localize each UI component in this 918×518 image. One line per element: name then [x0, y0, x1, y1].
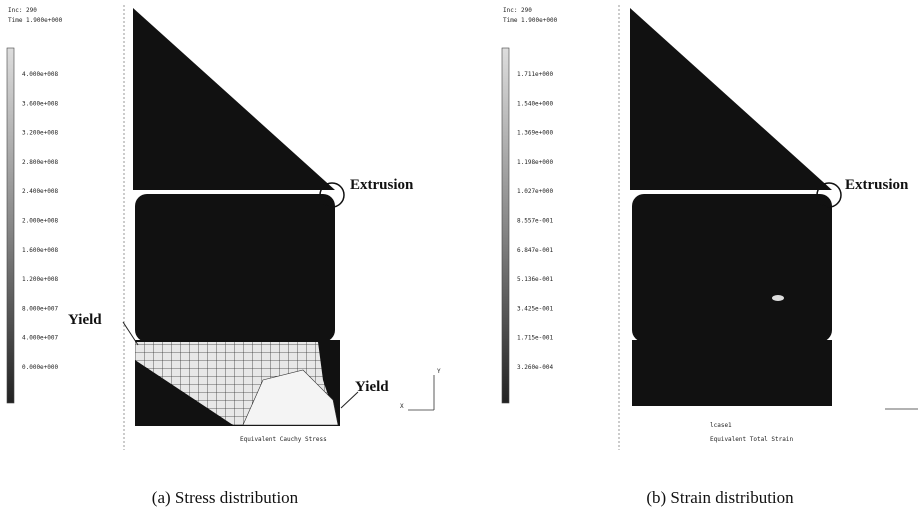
increment: Inc: 290 [503, 7, 532, 14]
leader [122, 321, 139, 346]
legend-label: 3.260e-004 [517, 364, 554, 371]
legend-label: 1.715e-001 [517, 335, 554, 342]
legend-label: 2.800e+008 [22, 159, 59, 166]
billet [632, 340, 832, 406]
legend-label: 2.000e+008 [22, 218, 59, 225]
caption: (b) Strain distribution [646, 488, 794, 507]
caption: (a) Stress distribution [152, 488, 299, 507]
quantity: Equivalent Total Strain [710, 436, 793, 443]
legend-label: 8.000e+007 [22, 305, 59, 312]
legend-label: 1.600e+008 [22, 247, 59, 254]
legend-label: 8.557e-001 [517, 218, 554, 225]
extrusion-marker [816, 182, 842, 208]
axis-triad [408, 375, 435, 411]
extrusion-marker [319, 182, 345, 208]
legend-label: 1.198e+000 [517, 159, 554, 166]
die-body [632, 194, 832, 342]
legend-label: 3.425e-001 [517, 305, 554, 312]
legend-label: 4.000e+007 [22, 335, 59, 342]
legend-bar [501, 47, 510, 404]
loadcase: lcase1 [710, 422, 732, 429]
legend-label: 3.600e+008 [22, 100, 59, 107]
legend-label: 1.027e+000 [517, 188, 554, 195]
punch [630, 8, 832, 190]
legend-label: 1.200e+008 [22, 276, 59, 283]
annotation: Extrusion [845, 177, 909, 193]
die-body [135, 194, 335, 342]
increment: Inc: 290 [8, 7, 37, 14]
legend-label: 2.400e+008 [22, 188, 59, 195]
yield-zone [242, 369, 339, 426]
punch [133, 8, 335, 190]
legend-label: 1.711e+000 [517, 71, 554, 78]
axis-label: Y [437, 368, 441, 375]
leader [340, 391, 359, 409]
legend-label: 5.136e-001 [517, 276, 554, 283]
legend-bar [6, 47, 15, 404]
time: Time 1.900e+000 [503, 17, 558, 24]
strain-spot [772, 295, 784, 301]
time: Time 1.900e+000 [8, 17, 63, 24]
annotation: Yield [68, 312, 102, 328]
legend-label: 6.847e-001 [517, 247, 554, 254]
annotation: Yield [355, 379, 389, 395]
legend-label: 1.540e+000 [517, 100, 554, 107]
annotation: Extrusion [350, 177, 414, 193]
axis-label: X [400, 403, 404, 410]
legend-label: 1.369e+000 [517, 130, 554, 137]
legend-label: 4.000e+008 [22, 71, 59, 78]
legend-label: 3.200e+008 [22, 130, 59, 137]
legend-label: 0.000e+000 [22, 364, 59, 371]
quantity: Equivalent Cauchy Stress [240, 436, 327, 443]
